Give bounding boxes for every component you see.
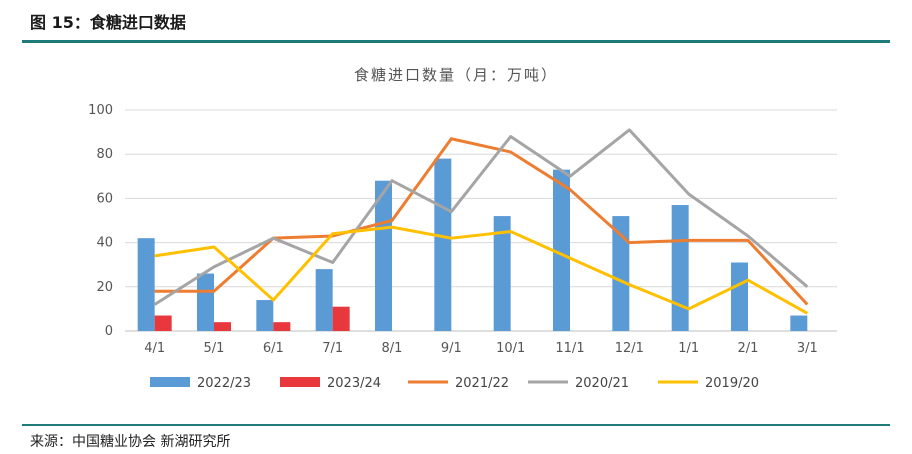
bar [434, 158, 452, 331]
chart-title: 食糖进口数量（月：万吨） [354, 66, 558, 84]
x-tick-label: 11/1 [555, 341, 584, 356]
x-tick-label: 8/1 [382, 341, 403, 356]
legend-label: 2023/24 [327, 376, 381, 391]
x-tick-label: 6/1 [263, 341, 284, 356]
bar [612, 216, 630, 331]
top-divider [22, 40, 890, 43]
legend-label: 2019/20 [705, 376, 759, 391]
bar [137, 238, 155, 331]
series-line [154, 225, 809, 315]
bar [332, 306, 350, 331]
legend: 2022/23 2023/24 2021/22 2020/21 2019/20 [150, 376, 759, 391]
y-tick-label: 0 [105, 324, 113, 339]
lines [153, 128, 809, 315]
y-axis-ticks: 0 20 40 60 80 100 [88, 103, 113, 339]
bar [790, 315, 808, 331]
bar [256, 300, 274, 331]
legend-swatch [150, 377, 190, 387]
x-tick-label: 9/1 [441, 341, 462, 356]
legend-label: 2022/23 [197, 376, 251, 391]
bar [553, 169, 570, 331]
y-tick-label: 40 [96, 236, 113, 251]
figure-title: 图 15：食糖进口数据 [30, 13, 186, 32]
x-tick-label: 3/1 [797, 341, 818, 356]
x-tick-label: 2/1 [738, 341, 759, 356]
grid-lines [125, 109, 837, 332]
series-line [154, 137, 809, 306]
bottom-divider [22, 424, 890, 426]
x-tick-label: 12/1 [615, 341, 644, 356]
bar [493, 216, 511, 331]
bars [137, 158, 808, 331]
y-tick-label: 60 [96, 191, 113, 206]
legend-swatch [280, 377, 320, 387]
x-tick-label: 10/1 [496, 341, 525, 356]
source-note: 来源：中国糖业协会 新湖研究所 [30, 434, 231, 450]
bar [154, 315, 172, 331]
series-line [153, 128, 809, 306]
y-tick-label: 80 [96, 147, 113, 162]
bar [214, 322, 231, 331]
x-tick-label: 4/1 [144, 341, 165, 356]
bar [197, 273, 214, 331]
bar [731, 262, 748, 331]
x-tick-label: 7/1 [322, 341, 343, 356]
x-axis-ticks: 4/1 5/1 6/1 7/1 8/1 9/1 10/1 11/1 12/1 1/1 2/1 3/1 [144, 341, 818, 356]
legend-label: 2020/21 [575, 376, 629, 391]
y-tick-label: 100 [88, 103, 113, 118]
bar [315, 269, 333, 331]
bar [273, 322, 291, 331]
x-tick-label: 1/1 [678, 341, 699, 356]
y-tick-label: 20 [96, 280, 113, 295]
legend-label: 2021/22 [455, 376, 509, 391]
bar [375, 180, 392, 331]
x-tick-label: 5/1 [204, 341, 225, 356]
bar [671, 205, 689, 331]
